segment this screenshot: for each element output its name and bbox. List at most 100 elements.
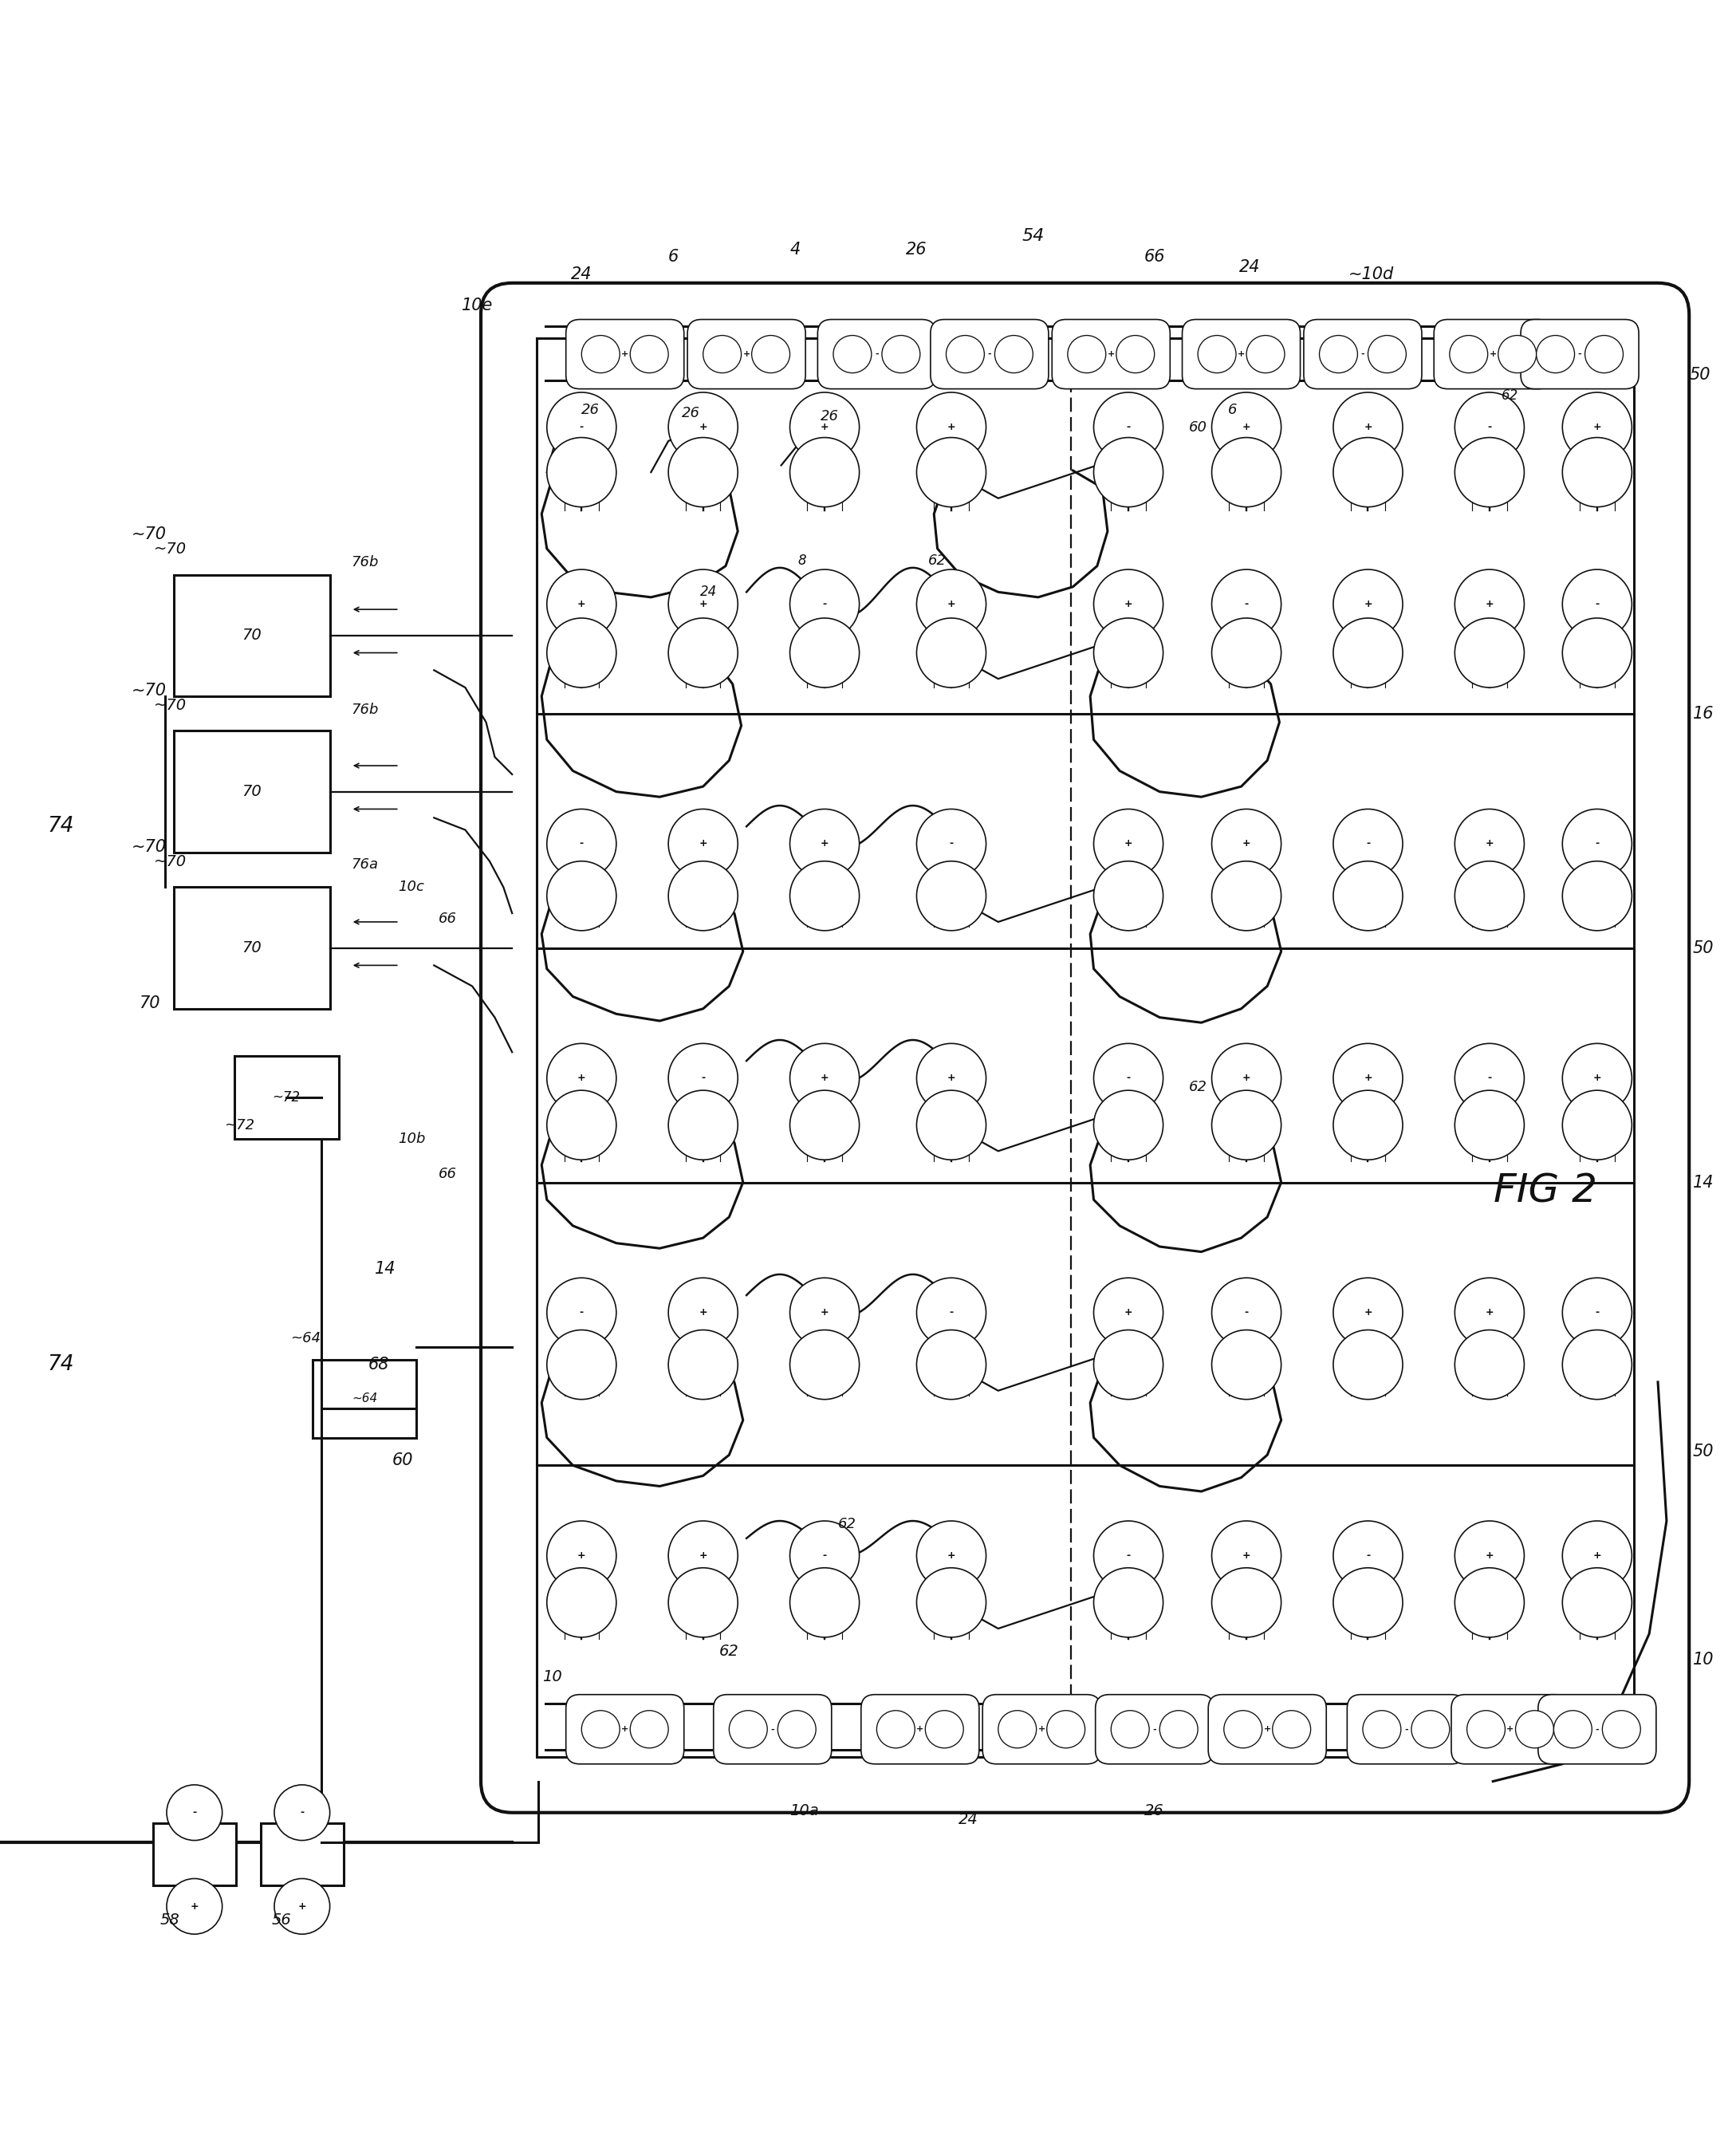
Circle shape <box>668 1521 738 1591</box>
Circle shape <box>547 1044 616 1112</box>
Circle shape <box>1562 1330 1632 1399</box>
Text: +: + <box>1594 421 1601 432</box>
Text: -: - <box>1245 599 1248 610</box>
Circle shape <box>668 1330 738 1399</box>
Text: +: + <box>1364 421 1371 432</box>
Text: -: - <box>771 1726 774 1733</box>
Circle shape <box>1094 1091 1163 1159</box>
Circle shape <box>1212 1521 1281 1591</box>
Ellipse shape <box>582 1711 620 1748</box>
Circle shape <box>790 1568 859 1636</box>
FancyBboxPatch shape <box>930 319 1049 389</box>
Circle shape <box>1562 1277 1632 1348</box>
Text: +: + <box>578 1551 585 1561</box>
Text: -: - <box>950 1307 953 1318</box>
Circle shape <box>1455 1330 1524 1399</box>
Text: -: - <box>1366 838 1370 849</box>
Circle shape <box>1333 862 1403 930</box>
Text: 26: 26 <box>682 406 700 421</box>
Circle shape <box>790 438 859 507</box>
Circle shape <box>1094 1330 1163 1399</box>
Circle shape <box>547 1091 616 1159</box>
Circle shape <box>668 862 738 930</box>
Circle shape <box>1562 1568 1632 1636</box>
Text: 66: 66 <box>439 911 457 926</box>
Circle shape <box>1333 569 1403 640</box>
Circle shape <box>1094 1521 1163 1591</box>
Text: 70: 70 <box>139 995 160 1012</box>
Text: 56: 56 <box>271 1912 292 1927</box>
Circle shape <box>547 618 616 687</box>
Text: -: - <box>701 1074 705 1082</box>
Ellipse shape <box>1585 336 1623 372</box>
Text: 76a: 76a <box>351 858 378 873</box>
Text: 10b: 10b <box>398 1132 425 1147</box>
Bar <box>153 1822 236 1887</box>
Ellipse shape <box>1111 1711 1149 1748</box>
Text: +: + <box>700 838 707 849</box>
Text: +: + <box>1243 1074 1250 1082</box>
Text: 10a: 10a <box>790 1803 818 1818</box>
Ellipse shape <box>1068 336 1106 372</box>
Text: 14: 14 <box>375 1262 396 1277</box>
Ellipse shape <box>925 1711 963 1748</box>
Circle shape <box>668 809 738 879</box>
Ellipse shape <box>1554 1711 1592 1748</box>
FancyBboxPatch shape <box>818 319 936 389</box>
Text: +: + <box>1507 1726 1514 1733</box>
Ellipse shape <box>1198 336 1236 372</box>
Bar <box>312 1360 417 1437</box>
Ellipse shape <box>1498 336 1536 372</box>
Circle shape <box>547 391 616 462</box>
Circle shape <box>668 1044 738 1112</box>
Text: ~70: ~70 <box>155 853 186 871</box>
FancyBboxPatch shape <box>1347 1694 1465 1765</box>
Circle shape <box>917 862 986 930</box>
Bar <box>536 338 1634 1756</box>
Circle shape <box>1455 1568 1524 1636</box>
Text: 60: 60 <box>1189 419 1207 434</box>
Circle shape <box>917 391 986 462</box>
Bar <box>174 888 330 1010</box>
Text: +: + <box>700 1307 707 1318</box>
Ellipse shape <box>1467 1711 1505 1748</box>
Text: ~10d: ~10d <box>1349 267 1394 282</box>
Text: +: + <box>1243 421 1250 432</box>
Circle shape <box>668 391 738 462</box>
Circle shape <box>1333 438 1403 507</box>
Circle shape <box>1212 1330 1281 1399</box>
Text: +: + <box>948 421 955 432</box>
Circle shape <box>917 1330 986 1399</box>
Ellipse shape <box>1450 336 1488 372</box>
Text: -: - <box>875 351 878 357</box>
Ellipse shape <box>630 336 668 372</box>
Ellipse shape <box>1246 336 1285 372</box>
Text: 16: 16 <box>1693 706 1713 721</box>
Text: 62: 62 <box>929 554 946 569</box>
Text: 76b: 76b <box>351 704 378 717</box>
FancyBboxPatch shape <box>1304 319 1422 389</box>
Text: 76b: 76b <box>351 556 378 569</box>
Circle shape <box>1094 1568 1163 1636</box>
Circle shape <box>167 1784 222 1840</box>
Text: +: + <box>743 351 750 357</box>
Text: +: + <box>948 1074 955 1082</box>
Text: -: - <box>823 1551 826 1561</box>
Ellipse shape <box>1047 1711 1085 1748</box>
Text: +: + <box>1486 1307 1493 1318</box>
FancyBboxPatch shape <box>1052 319 1170 389</box>
Ellipse shape <box>1116 336 1154 372</box>
Ellipse shape <box>998 1711 1036 1748</box>
Text: ~70: ~70 <box>132 682 167 699</box>
Text: -: - <box>950 838 953 849</box>
Text: 62: 62 <box>1189 1080 1207 1093</box>
Text: 6: 6 <box>1227 402 1238 417</box>
Text: 24: 24 <box>700 584 717 599</box>
Circle shape <box>1094 1044 1163 1112</box>
Ellipse shape <box>1224 1711 1262 1748</box>
Text: +: + <box>191 1902 198 1912</box>
Text: 8: 8 <box>799 554 806 569</box>
Bar <box>174 732 330 853</box>
FancyBboxPatch shape <box>983 1694 1101 1765</box>
Text: 74: 74 <box>47 1354 75 1375</box>
